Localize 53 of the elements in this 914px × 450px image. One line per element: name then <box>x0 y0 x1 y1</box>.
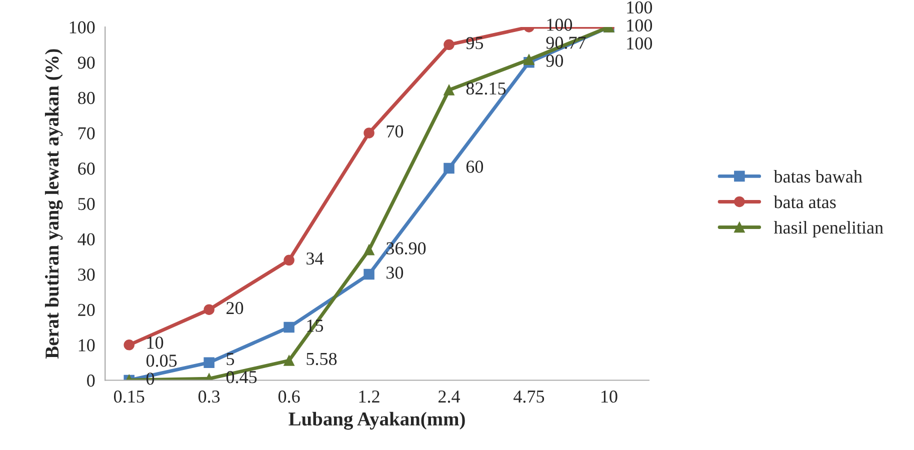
data-label: 60 <box>466 160 484 173</box>
legend-label: batas bawah <box>774 170 862 183</box>
point <box>204 304 214 315</box>
x-tick-label: 0.3 <box>198 390 220 403</box>
data-label: 34 <box>306 252 324 265</box>
x-tick-label: 0.15 <box>114 390 144 403</box>
x-axis-title: Lubang Ayakan(mm) <box>288 412 465 430</box>
point <box>444 39 454 50</box>
y-tick-label: 70 <box>78 127 95 140</box>
y-tick-label: 10 <box>78 339 95 352</box>
data-label: 100 <box>627 19 652 32</box>
y-tick-label: 50 <box>78 198 95 210</box>
data-label: 30 <box>386 266 404 279</box>
point <box>364 244 374 256</box>
point <box>284 322 294 333</box>
y-tick-label: 30 <box>78 268 95 281</box>
data-label: 95 <box>466 37 484 50</box>
point <box>364 268 374 280</box>
y-tick-label: 90 <box>78 56 95 69</box>
data-label: 100 <box>627 37 652 50</box>
legend-label: bata atas <box>774 195 836 208</box>
x-tick-label: 4.75 <box>514 390 544 403</box>
x-tick-label: 10 <box>602 390 618 403</box>
y-tick-label: 60 <box>78 162 95 175</box>
legend-label: hasil penelitian <box>774 221 884 238</box>
point <box>524 54 534 65</box>
point <box>124 340 134 350</box>
data-label: 70 <box>386 125 404 138</box>
x-tick-label: 1.2 <box>359 390 380 403</box>
y-tick-label: 40 <box>78 233 95 246</box>
point <box>444 162 454 174</box>
data-label: 5.58 <box>306 352 337 366</box>
data-label: 0.45 <box>226 370 257 384</box>
y-tick-label: 80 <box>78 92 95 104</box>
data-label: 20 <box>226 302 244 314</box>
data-label: 0.05 <box>146 354 177 367</box>
point <box>284 254 294 266</box>
y-tick-label: 100 <box>70 21 95 34</box>
x-tick-label: 2.4 <box>438 390 460 403</box>
data-label: 82.15 <box>466 82 506 95</box>
data-label: 5 <box>226 353 234 366</box>
data-label: 100 <box>627 1 652 14</box>
point <box>284 355 294 366</box>
data-label: 10 <box>147 336 164 349</box>
y-tick-label: 20 <box>78 304 95 316</box>
point <box>364 128 374 138</box>
y-axis-title: Berat butiran yang lewat ayakan (%) <box>44 49 63 359</box>
x-tick-label: 0.6 <box>278 390 300 403</box>
point <box>444 84 454 96</box>
y-tick-label: 0 <box>87 374 95 387</box>
data-label: 90 <box>546 54 564 67</box>
data-label: 0 <box>146 372 154 385</box>
point <box>204 357 214 368</box>
